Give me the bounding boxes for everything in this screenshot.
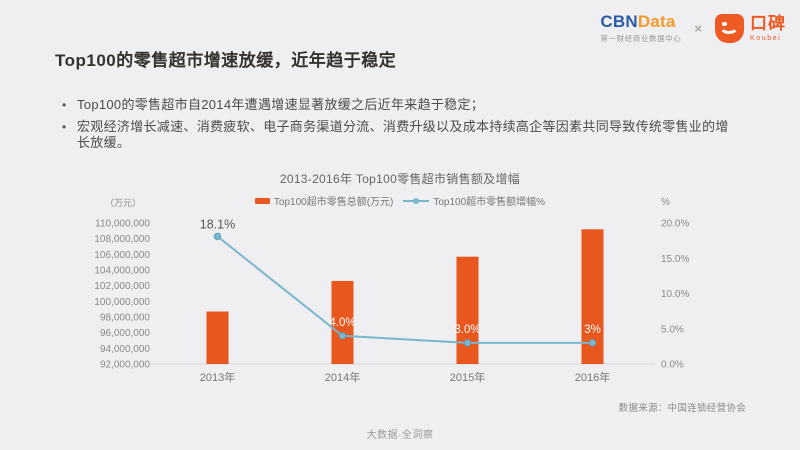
left-axis-tick: 110,000,000 — [95, 219, 150, 230]
bar-2013年 — [206, 311, 229, 364]
legend-item-line: Top100超市零售额增幅% — [403, 193, 545, 208]
bullet-list: Top100的零售超市自2014年遭遇增速显著放缓之后近年来趋于稳定； 宏观经济… — [62, 97, 740, 157]
growth-point-2016年 — [588, 339, 597, 347]
left-axis-tick: 104,000,000 — [94, 266, 150, 277]
data-source-note: 数据来源：中国连锁经营协会 — [618, 403, 746, 414]
koubei-latin: Koubei — [750, 35, 782, 42]
cbn-text: CBN — [600, 12, 638, 31]
growth-point-2013年 — [213, 232, 222, 241]
left-axis-unit: （万元） — [105, 198, 142, 208]
bar-2014年 — [331, 280, 354, 364]
left-axis-tick: 98,000,000 — [100, 313, 150, 324]
point-label-2016年: 3% — [584, 324, 601, 336]
legend-bar-label: Top100超市零售总额(万元) — [273, 197, 394, 208]
bar-2015年 — [456, 256, 479, 364]
chart-title: 2013-2016年 Top100零售超市销售额及增幅 — [279, 172, 521, 186]
right-axis-tick: 5.0% — [661, 324, 684, 335]
koubei-smiley-icon — [715, 13, 744, 43]
right-axis-tick: 10.0% — [661, 289, 689, 300]
data-text: Data — [637, 12, 676, 31]
bar-2016年 — [581, 229, 604, 364]
point-label-2014年: 4.0% — [329, 317, 355, 329]
logo-separator: × — [694, 20, 702, 36]
left-axis-tick: 94,000,000 — [100, 344, 150, 355]
x-axis-label: 2016年 — [575, 370, 610, 384]
right-axis-unit: % — [661, 197, 670, 208]
koubei-smile — [719, 18, 739, 34]
footer-slogan: 大数据·全洞察 — [366, 430, 434, 441]
point-label-2015年: 3.0% — [454, 324, 480, 336]
koubei-logo: 口碑 Koubei — [715, 13, 786, 43]
cbndata-logo: CBNData 第一财经商业数据中心 — [600, 12, 681, 44]
left-axis-tick: 108,000,000 — [94, 234, 150, 245]
left-axis-tick: 100,000,000 — [94, 297, 150, 308]
left-axis-tick: 106,000,000 — [94, 250, 150, 261]
legend-bar-swatch-icon — [254, 197, 270, 204]
x-axis-label: 2015年 — [450, 370, 485, 384]
x-axis-label: 2014年 — [325, 370, 360, 384]
left-axis-tick: 96,000,000 — [100, 328, 150, 339]
legend-line-label: Top100超市零售额增幅% — [433, 197, 546, 208]
cbndata-subtitle: 第一财经商业数据中心 — [600, 34, 682, 43]
growth-point-2015年 — [463, 339, 472, 347]
x-axis-label: 2013年 — [200, 370, 235, 384]
header-logos: CBNData 第一财经商业数据中心 × 口碑 Koubei — [600, 12, 786, 44]
point-label-2013年: 18.1% — [200, 217, 235, 231]
growth-point-2014年 — [338, 332, 347, 340]
left-axis-tick: 102,000,000 — [94, 281, 150, 292]
right-axis-tick: 20.0% — [661, 219, 689, 230]
koubei-name: 口碑 — [750, 14, 786, 33]
legend-line-swatch-icon — [403, 197, 430, 204]
bullet-item-1: Top100的零售超市自2014年遭遇增速显著放缓之后近年来趋于稳定； — [62, 97, 740, 113]
left-axis-tick: 92,000,000 — [100, 360, 150, 371]
chart-legend: Top100超市零售总额(万元) Top100超市零售额增幅% — [0, 193, 800, 208]
right-axis-tick: 15.0% — [661, 254, 689, 265]
legend-item-bar: Top100超市零售总额(万元) — [254, 193, 394, 208]
koubei-wordmark: 口碑 Koubei — [750, 14, 786, 42]
growth-line — [216, 235, 593, 344]
right-axis-tick: 0.0% — [661, 360, 684, 371]
bullet-item-2: 宏观经济增长减速、消费疲软、电子商务渠道分流、消费升级以及成本持续高企等因素共同… — [62, 119, 740, 151]
cbndata-wordmark: CBNData — [600, 12, 675, 31]
page-title: Top100的零售超市增速放缓，近年趋于稳定 — [55, 51, 397, 70]
